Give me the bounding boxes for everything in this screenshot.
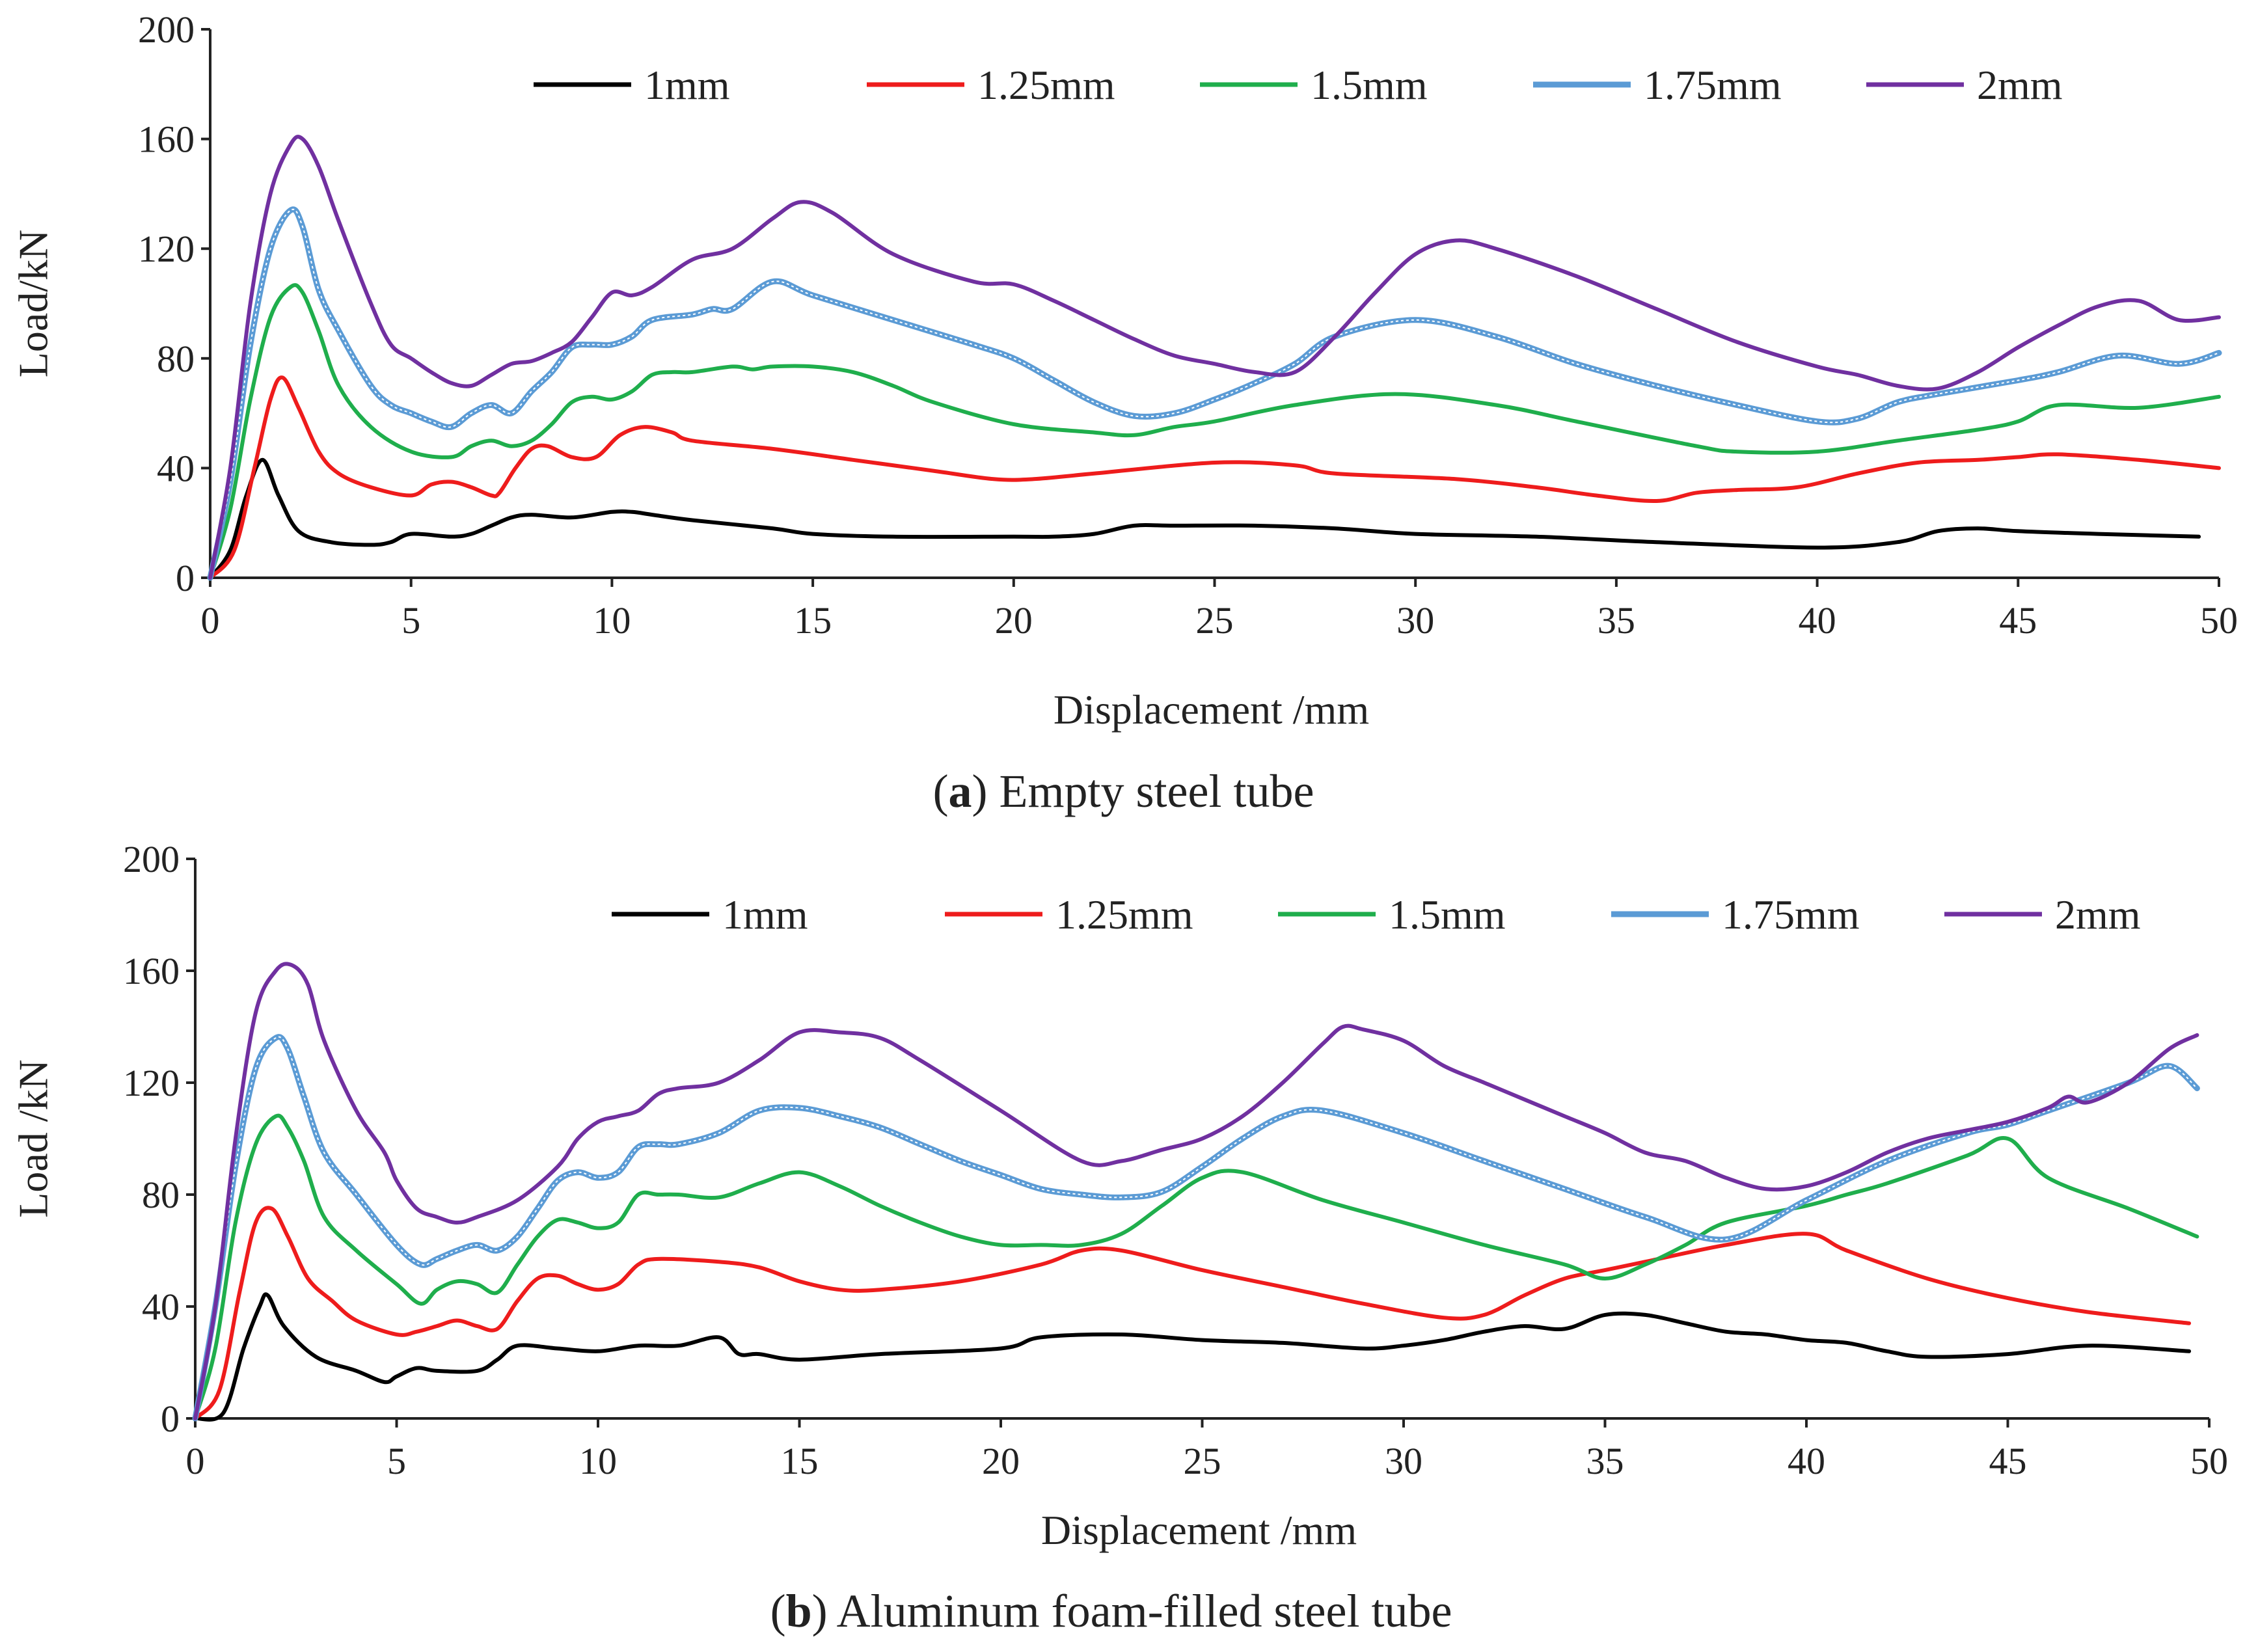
x-axis-label: Displacement /mm [1041, 1507, 1357, 1553]
legend-label: 2mm [2055, 891, 2141, 938]
legend-label: 1.5mm [1311, 62, 1428, 108]
x-axis-label: Displacement /mm [1054, 686, 1369, 733]
series-line-highlight [195, 1036, 2198, 1419]
series-line-1-5mm [193, 1113, 2199, 1420]
x-tick-label: 35 [1598, 599, 1635, 642]
legend-label: 1.5mm [1389, 891, 1506, 938]
x-tick-label: 45 [1999, 599, 2037, 642]
y-tick-label: 200 [123, 838, 180, 880]
x-tick-label: 5 [387, 1440, 406, 1482]
legend-label: 1mm [644, 62, 730, 108]
legend-label: 1.75mm [1722, 891, 1860, 938]
x-tick-label: 40 [1788, 1440, 1825, 1482]
x-tick-label: 50 [2200, 599, 2238, 642]
chart-empty-tube: 0 40 80 120 160 200 0 5 10 15 20 25 30 35 40 45 50 Displa… [10, 8, 2238, 817]
x-tick-label: 25 [1196, 599, 1234, 642]
legend-label: 1mm [722, 891, 808, 938]
y-tick-label: 160 [123, 950, 180, 992]
series-line-1-75mm [207, 206, 2222, 581]
x-tick-label: 35 [1586, 1440, 1624, 1482]
series-line-1mm [208, 457, 2201, 580]
y-tick-label: 160 [138, 118, 195, 161]
series-line-highlight [210, 208, 2220, 578]
legend-label: 1.75mm [1644, 62, 1782, 108]
chart-caption: (a) Empty steel tube [933, 765, 1314, 817]
y-tick-label: 80 [142, 1174, 180, 1216]
x-tick-label: 20 [982, 1440, 1020, 1482]
series-line-1-25mm [208, 375, 2221, 580]
series-line-2mm [193, 962, 2199, 1420]
series-line-1-5mm [208, 283, 2221, 580]
chart-caption: (b) Aluminum foam-filled steel tube [770, 1585, 1452, 1637]
y-tick-label: 120 [138, 228, 195, 270]
x-tick-label: 30 [1385, 1440, 1422, 1482]
legend-label: 1.25mm [977, 62, 1115, 108]
series-line-2mm [208, 135, 2221, 580]
y-tick-label: 200 [138, 8, 195, 51]
x-tick-label: 15 [794, 599, 832, 642]
x-tick-label: 15 [781, 1440, 819, 1482]
chart-foam-filled-tube: 0 40 80 120 160 200 0 5 10 15 20 25 30 35 40 45 50 Displa… [10, 838, 2228, 1637]
y-tick-label: 0 [161, 1398, 180, 1440]
y-tick-label: 40 [157, 447, 195, 489]
y-tick-label: 120 [123, 1062, 180, 1104]
x-tick-label: 5 [401, 599, 420, 642]
x-tick-label: 30 [1396, 599, 1434, 642]
legend-label: 2mm [1977, 62, 2063, 108]
y-tick-label: 80 [157, 338, 195, 380]
x-tick-label: 0 [186, 1440, 205, 1482]
x-tick-label: 10 [593, 599, 631, 642]
x-tick-label: 40 [1799, 599, 1836, 642]
x-tick-label: 25 [1184, 1440, 1221, 1482]
y-axis-label: Load /kN [10, 1059, 57, 1218]
x-tick-label: 10 [579, 1440, 617, 1482]
x-tick-label: 45 [1989, 1440, 2027, 1482]
legend-label: 1.25mm [1055, 891, 1193, 938]
y-tick-label: 0 [176, 557, 195, 599]
x-tick-label: 50 [2190, 1440, 2228, 1482]
y-axis-label: Load/kN [10, 230, 57, 378]
series-line-1-25mm [193, 1206, 2192, 1420]
y-tick-label: 40 [142, 1286, 180, 1328]
x-tick-label: 20 [995, 599, 1033, 642]
series-line-1mm [193, 1292, 2192, 1422]
x-tick-label: 0 [201, 599, 220, 642]
